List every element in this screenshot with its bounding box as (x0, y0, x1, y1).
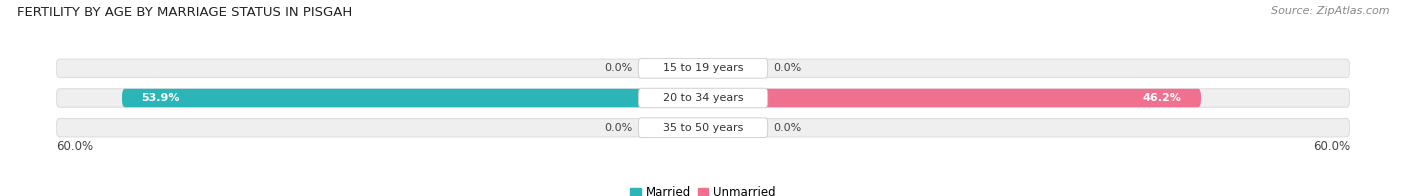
Text: 46.2%: 46.2% (1143, 93, 1181, 103)
FancyBboxPatch shape (638, 118, 768, 137)
Legend: Married, Unmarried: Married, Unmarried (626, 182, 780, 196)
Text: 0.0%: 0.0% (605, 123, 633, 133)
Text: 60.0%: 60.0% (56, 140, 93, 153)
FancyBboxPatch shape (122, 89, 703, 107)
Text: 53.9%: 53.9% (142, 93, 180, 103)
Text: 0.0%: 0.0% (605, 63, 633, 73)
FancyBboxPatch shape (638, 59, 768, 78)
FancyBboxPatch shape (703, 89, 1201, 107)
Text: 0.0%: 0.0% (773, 123, 801, 133)
FancyBboxPatch shape (56, 118, 1350, 137)
FancyBboxPatch shape (665, 59, 703, 78)
FancyBboxPatch shape (703, 59, 741, 78)
FancyBboxPatch shape (665, 118, 703, 137)
FancyBboxPatch shape (56, 59, 1350, 78)
Text: 20 to 34 years: 20 to 34 years (662, 93, 744, 103)
FancyBboxPatch shape (56, 89, 1350, 107)
Text: 60.0%: 60.0% (1313, 140, 1350, 153)
Text: Source: ZipAtlas.com: Source: ZipAtlas.com (1271, 6, 1389, 16)
Text: 35 to 50 years: 35 to 50 years (662, 123, 744, 133)
Text: 0.0%: 0.0% (773, 63, 801, 73)
FancyBboxPatch shape (638, 88, 768, 108)
Text: FERTILITY BY AGE BY MARRIAGE STATUS IN PISGAH: FERTILITY BY AGE BY MARRIAGE STATUS IN P… (17, 6, 352, 19)
Text: 15 to 19 years: 15 to 19 years (662, 63, 744, 73)
FancyBboxPatch shape (703, 118, 741, 137)
